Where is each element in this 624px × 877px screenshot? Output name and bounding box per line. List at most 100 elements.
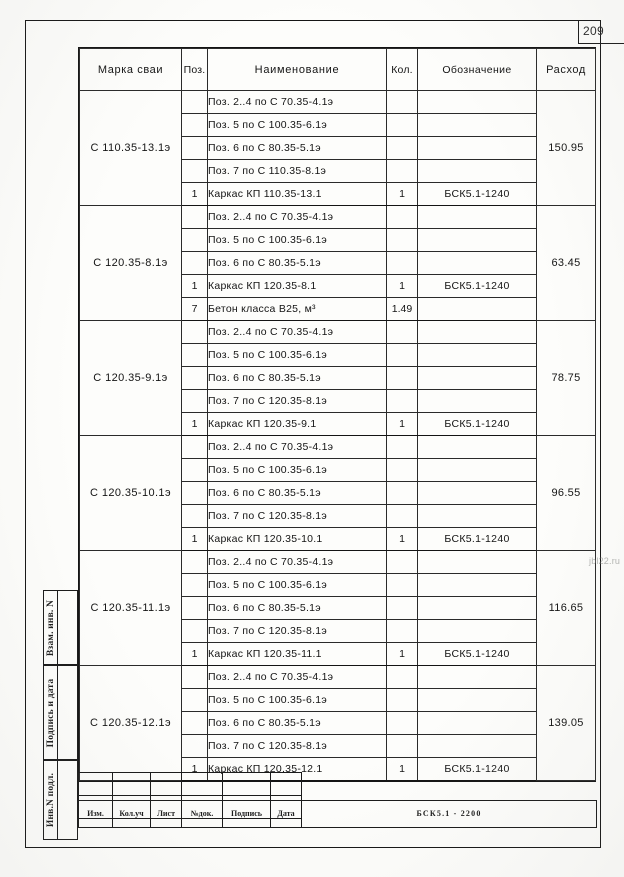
table-row: 7 Бетон класса В25, м³ 1.49: [80, 297, 596, 321]
cell-name: Поз. 6 по С 80.35-5.1э: [207, 481, 387, 505]
table-row: Поз. 6 по С 80.35-5.1э: [80, 136, 596, 160]
side-label-inv-podl-text: Инв.N подл.: [45, 772, 56, 828]
cell-quantity: [386, 435, 418, 459]
stamp-label-ndok: №док.: [181, 800, 223, 828]
cell-position: [181, 205, 208, 229]
cell-position: 1: [181, 642, 208, 666]
cell-position: [181, 711, 208, 735]
cell-quantity: 1: [386, 182, 418, 206]
cell-consumption: 63.45: [536, 205, 596, 321]
cell-position: [181, 435, 208, 459]
table-row: Поз. 7 по С 120.35-8.1э: [80, 619, 596, 643]
cell-designation: [417, 619, 537, 643]
header-consumption: Расход: [536, 48, 596, 91]
cell-designation: [417, 136, 537, 160]
cell-quantity: 1: [386, 274, 418, 298]
cell-position: [181, 734, 208, 758]
cell-designation: [417, 711, 537, 735]
drawing-frame: [25, 20, 601, 848]
cell-name: Поз. 2..4 по С 70.35-4.1э: [207, 435, 387, 459]
cell-quantity: [386, 113, 418, 137]
stamp-label-podpis: Подпись: [222, 800, 271, 828]
cell-name: Каркас КП 120.35-9.1: [207, 412, 387, 436]
stamp-cell[interactable]: [78, 772, 113, 796]
cell-name: Поз. 7 по С 120.35-8.1э: [207, 734, 387, 758]
cell-consumption: 150.95: [536, 90, 596, 206]
cell-quantity: [386, 320, 418, 344]
table-row: Поз. 5 по С 100.35-6.1э: [80, 228, 596, 252]
cell-designation: [417, 297, 537, 321]
cell-position: 1: [181, 412, 208, 436]
cell-designation: [417, 366, 537, 390]
cell-designation: [417, 573, 537, 597]
cell-position: [181, 596, 208, 620]
header-name: Наименование: [207, 48, 387, 91]
cell-quantity: [386, 665, 418, 689]
cell-name: Каркас КП 120.35-11.1: [207, 642, 387, 666]
cell-quantity: [386, 481, 418, 505]
side-label-podpis-data-text: Подпись и дата: [45, 678, 56, 747]
side-label-podpis-data: Подпись и дата: [43, 665, 58, 760]
cell-position: [181, 504, 208, 528]
stamp-cell[interactable]: [270, 772, 302, 796]
cell-name: Поз. 5 по С 100.35-6.1э: [207, 228, 387, 252]
cell-name: Поз. 2..4 по С 70.35-4.1э: [207, 205, 387, 229]
cell-designation: [417, 320, 537, 344]
cell-position: [181, 251, 208, 275]
table-row: С 120.35-12.1э Поз. 2..4 по С 70.35-4.1э 1…: [79, 665, 596, 781]
cell-designation: [417, 90, 537, 114]
table-row: Поз. 7 по С 120.35-8.1э: [80, 734, 596, 758]
cell-name: Каркас КП 120.35-10.1: [207, 527, 387, 551]
cell-quantity: [386, 619, 418, 643]
stamp-label-izm: Изм.: [78, 800, 113, 828]
cell-quantity: [386, 734, 418, 758]
header-row: Марка сваи Поз. Наименование Кол. Обозна…: [79, 48, 596, 91]
cell-position: 1: [181, 274, 208, 298]
cell-position: [181, 228, 208, 252]
stamp-cell[interactable]: [150, 772, 182, 796]
cell-pile-mark: С 120.35-9.1э: [79, 320, 182, 436]
stamp-cell[interactable]: [222, 772, 271, 796]
cell-position: [181, 550, 208, 574]
cell-name: Поз. 7 по С 120.35-8.1э: [207, 389, 387, 413]
cell-position: [181, 343, 208, 367]
table-row: Поз. 6 по С 80.35-5.1э: [80, 711, 596, 735]
cell-position: [181, 136, 208, 160]
cell-pile-mark: С 120.35-12.1э: [79, 665, 182, 781]
table-row: Поз. 6 по С 80.35-5.1э: [80, 251, 596, 275]
specification-table: Марка сваи Поз. Наименование Кол. Обозна…: [78, 47, 596, 782]
cell-quantity: 1: [386, 527, 418, 551]
cell-designation: БСК5.1-1240: [417, 412, 537, 436]
table-header: Марка сваи Поз. Наименование Кол. Обозна…: [79, 48, 596, 91]
cell-designation: [417, 228, 537, 252]
stamp-blank-row-1: [78, 772, 302, 796]
cell-position: [181, 113, 208, 137]
cell-name: Поз. 6 по С 80.35-5.1э: [207, 136, 387, 160]
cell-designation: [417, 550, 537, 574]
title-block: Изм. Кол.уч Лист №док. Подпись Дата БСК5…: [78, 800, 597, 828]
header-pos: Поз.: [181, 48, 208, 91]
cell-designation: [417, 205, 537, 229]
cell-name: Поз. 2..4 по С 70.35-4.1э: [207, 550, 387, 574]
cell-quantity: 1: [386, 757, 418, 781]
cell-quantity: [386, 159, 418, 183]
cell-name: Поз. 2..4 по С 70.35-4.1э: [207, 320, 387, 344]
table-row: С 110.35-13.1э Поз. 2..4 по С 70.35-4.1э 1…: [79, 90, 596, 206]
table-row: 1 Каркас КП 120.35-10.1 1 БСК5.1-1240: [80, 527, 596, 551]
table-row: Поз. 7 по С 110.35-8.1э: [80, 159, 596, 183]
cell-position: 7: [181, 297, 208, 321]
cell-name: Поз. 6 по С 80.35-5.1э: [207, 596, 387, 620]
side-strip-blank-3: [58, 760, 78, 840]
cell-position: [181, 159, 208, 183]
table-row: Поз. 5 по С 100.35-6.1э: [80, 573, 596, 597]
cell-designation: [417, 665, 537, 689]
cell-consumption: 139.05: [536, 665, 596, 781]
cell-position: [181, 619, 208, 643]
cell-quantity: [386, 366, 418, 390]
cell-position: [181, 688, 208, 712]
stamp-cell[interactable]: [112, 772, 151, 796]
cell-position: [181, 458, 208, 482]
cell-name: Поз. 2..4 по С 70.35-4.1э: [207, 665, 387, 689]
stamp-cell[interactable]: [181, 772, 223, 796]
cell-quantity: [386, 573, 418, 597]
